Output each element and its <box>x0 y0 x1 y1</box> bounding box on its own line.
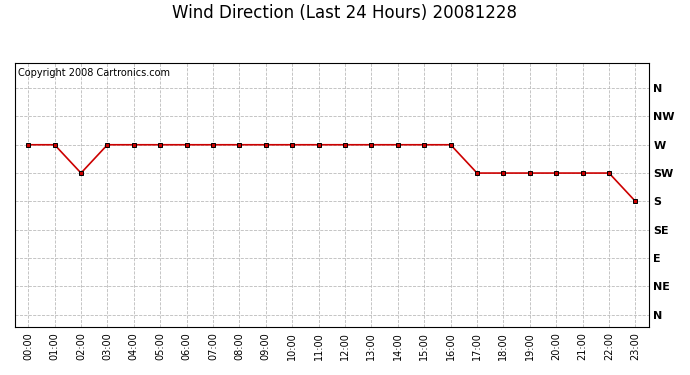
Text: Wind Direction (Last 24 Hours) 20081228: Wind Direction (Last 24 Hours) 20081228 <box>172 4 518 22</box>
Text: Copyright 2008 Cartronics.com: Copyright 2008 Cartronics.com <box>18 68 170 78</box>
